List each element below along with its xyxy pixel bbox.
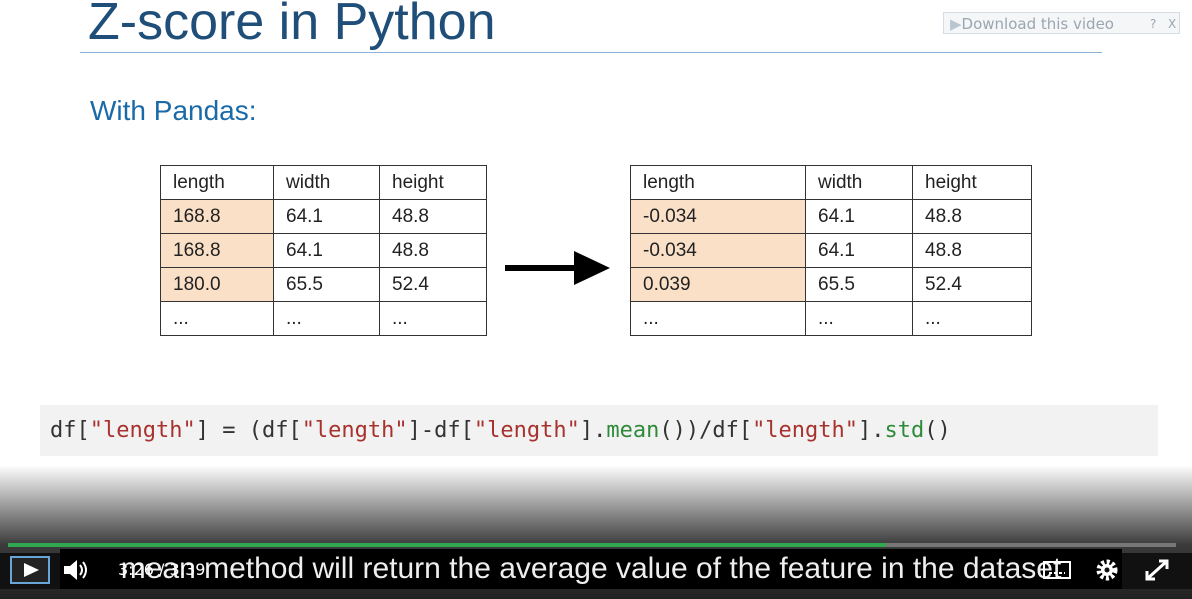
header-cell: height (912, 165, 1032, 200)
table-row: 168.8 64.1 48.8 (160, 199, 487, 234)
table-cell: ... (273, 301, 380, 336)
code-token: "length" (89, 418, 196, 443)
title-rule (80, 52, 1102, 53)
header-cell: length (160, 165, 274, 200)
time-separator: / (159, 560, 165, 579)
table-cell: -0.034 (630, 199, 806, 234)
table-cell: ... (160, 301, 274, 336)
table-cell: 64.1 (273, 233, 380, 268)
caption: mean method will return the average valu… (60, 549, 1122, 589)
table-cell: 168.8 (160, 199, 274, 234)
table-cell: ... (805, 301, 913, 336)
table-cell: 180.0 (160, 267, 274, 302)
table-row: ......... (160, 301, 487, 336)
volume-button[interactable] (62, 558, 90, 582)
table-cell: 48.8 (379, 199, 487, 234)
table-cell: 48.8 (379, 233, 487, 268)
settings-button[interactable] (1094, 557, 1120, 583)
table-cell: 64.1 (273, 199, 380, 234)
table-cell: 48.8 (912, 233, 1032, 268)
code-token: ]. (579, 418, 607, 443)
header-cell: width (805, 165, 913, 200)
table-cell: 52.4 (379, 267, 487, 302)
header-row: length width height (630, 165, 1032, 200)
table-cell: 64.1 (805, 199, 913, 234)
fullscreen-button[interactable] (1143, 557, 1171, 583)
table-row: -0.034 64.1 48.8 (630, 233, 1032, 268)
code-token: "length" (752, 418, 859, 443)
table-cell: -0.034 (630, 233, 806, 268)
time-display: 3:26 / 3:39 (118, 560, 205, 579)
current-time: 3:26 (118, 560, 154, 579)
code-token: mean (606, 418, 660, 443)
slide-subtitle: With Pandas: (90, 95, 257, 126)
header-row: length width height (160, 165, 487, 200)
code-line: df["length"] = (df["length"]-df["length"… (40, 405, 1158, 456)
table-row: 0.039 65.5 52.4 (630, 267, 1032, 302)
download-label[interactable]: Download this video (961, 15, 1114, 33)
code-token: ]. (858, 418, 885, 443)
code-token: std (884, 418, 925, 443)
table-cell: ... (630, 301, 806, 336)
table-cell: 168.8 (160, 233, 274, 268)
duration: 3:39 (169, 560, 206, 579)
table-cell: 65.5 (273, 267, 380, 302)
header-cell: length (630, 165, 806, 200)
code-token: "length" (473, 418, 580, 443)
code-token: ())/df[ (659, 418, 753, 443)
code-token: df[ (50, 418, 90, 443)
data-table: length width height -0.034 64.1 48.8 -0.034 64.… (630, 165, 1032, 336)
arrow (505, 251, 610, 285)
slide-title: Z-score in Python (88, 0, 496, 51)
table-cell: 0.039 (630, 267, 806, 302)
progress-played[interactable] (8, 543, 886, 547)
help-button[interactable]: ? (1150, 17, 1157, 31)
code-token: () (924, 418, 951, 443)
header-cell: width (273, 165, 380, 200)
play-button[interactable] (10, 556, 50, 584)
download-button[interactable]: ▶Download this video ? X (943, 12, 1180, 34)
cc-button[interactable] (1042, 559, 1072, 581)
code-token: ] = (df[ (195, 418, 302, 443)
table-row: 168.8 64.1 48.8 (160, 233, 487, 268)
table-row: ......... (630, 301, 1032, 336)
data-table: length width height 168.8 64.1 48.8 168.8 64.1 4… (160, 165, 487, 336)
table-cell: ... (912, 301, 1032, 336)
table-cell: 64.1 (805, 233, 913, 268)
close-button[interactable]: X (1168, 17, 1177, 31)
code-token: "length" (301, 418, 408, 443)
code-token: ]-df[ (407, 418, 474, 443)
table-row: -0.034 64.1 48.8 (630, 199, 1032, 234)
table-cell: ... (379, 301, 487, 336)
table-cell: 48.8 (912, 199, 1032, 234)
table-cell: 52.4 (912, 267, 1032, 302)
header-cell: height (379, 165, 487, 200)
table-row: 180.0 65.5 52.4 (160, 267, 487, 302)
progress-remaining[interactable] (886, 543, 1176, 547)
table-cell: 65.5 (805, 267, 913, 302)
